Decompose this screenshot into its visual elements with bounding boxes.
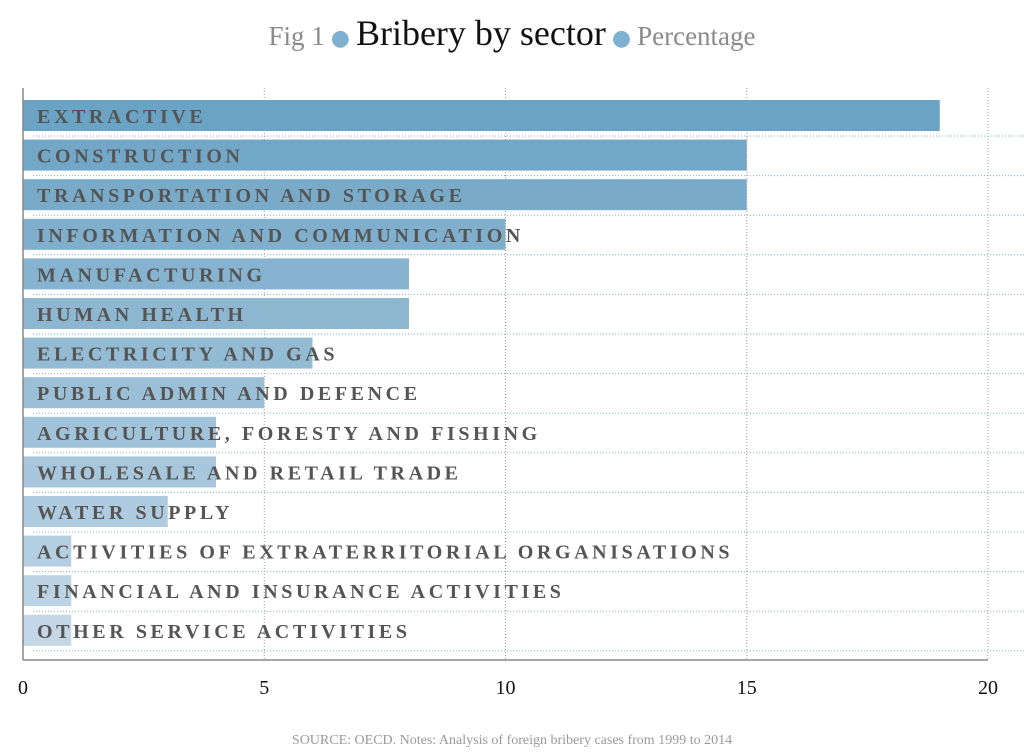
bar-chart: 0 5 10 15 20 EXTRACTIVE CONSTRUCTION TRANSPORTA… — [18, 88, 1024, 699]
bar-label: HUMAN HEALTH — [37, 304, 247, 326]
bar — [23, 377, 265, 409]
bar-label: AGRICULTURE, FORESTY AND FISHING — [37, 423, 541, 445]
bar-label: MANUFACTURING — [37, 264, 266, 286]
bar — [23, 298, 409, 329]
bar-label: PUBLIC ADMIN AND DEFENCE — [37, 383, 421, 405]
bullet-icon: ● — [611, 26, 632, 51]
bar-label: WATER SUPPLY — [37, 502, 233, 524]
bar — [23, 139, 747, 171]
source-note: SOURCE: OECD. Notes: Analysis of foreign… — [291, 733, 733, 748]
bar — [23, 575, 72, 607]
bar-label: WHOLESALE AND RETAIL TRADE — [37, 462, 462, 484]
x-tick-label: 15 — [737, 677, 757, 699]
chart-title: Fig 1 ● Bribery by sector ● Percentage — [0, 12, 1024, 54]
bar — [23, 218, 506, 250]
bullet-icon: ● — [330, 26, 350, 51]
title-prefix: Fig 1 — [268, 21, 325, 51]
bar — [23, 337, 313, 369]
x-tick-label: 20 — [978, 677, 998, 699]
bar — [23, 100, 940, 131]
bar — [23, 179, 747, 211]
x-tick-label: 10 — [496, 677, 516, 699]
bar — [23, 258, 409, 290]
bar-label: TRANSPORTATION AND STORAGE — [37, 185, 466, 207]
bar-label: OTHER SERVICE ACTIVITIES — [37, 621, 411, 643]
bar-label: INFORMATION AND COMMUNICATION — [37, 225, 524, 247]
x-tick-label: 0 — [18, 677, 28, 699]
subtitle: Percentage — [637, 21, 756, 51]
bar-label: ELECTRICITY AND GAS — [37, 344, 338, 366]
bar-label: ACTIVITIES OF EXTRATERRITORIAL ORGANISAT… — [37, 542, 733, 564]
bar — [23, 614, 72, 646]
bar — [23, 456, 216, 488]
title-main: Bribery by sector — [355, 13, 606, 53]
bar — [23, 416, 216, 448]
bar-label: FINANCIAL AND INSURANCE ACTIVITIES — [37, 581, 565, 603]
x-tick-label: 5 — [259, 677, 269, 699]
bar — [23, 496, 168, 527]
bar — [23, 535, 72, 567]
bar-label: EXTRACTIVE — [37, 106, 206, 128]
bar-label: CONSTRUCTION — [37, 146, 244, 168]
